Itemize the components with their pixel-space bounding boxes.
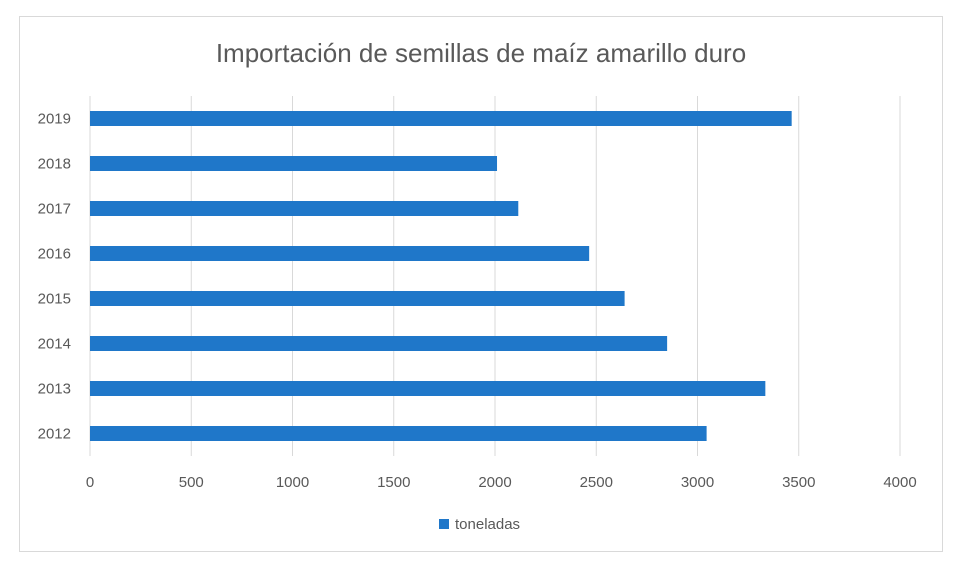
bar-2018 (90, 156, 498, 171)
x-tick-label-500: 500 (179, 474, 204, 491)
gridlines (89, 96, 901, 456)
legend-label-toneladas: toneladas (455, 516, 520, 533)
x-tick-label-1000: 1000 (276, 474, 309, 491)
y-tick-label-2017: 2017 (38, 201, 71, 218)
x-tick-label-1500: 1500 (377, 474, 410, 491)
bar-2017 (90, 201, 519, 216)
x-tick-label-0: 0 (86, 474, 94, 491)
y-tick-label-2013: 2013 (38, 381, 71, 398)
x-axis-labels: 0 500 1000 1500 2000 2500 3000 3500 4000 (86, 474, 917, 491)
bar-2019 (90, 111, 792, 126)
bar-2012 (90, 426, 707, 441)
x-tick-label-2500: 2500 (580, 474, 613, 491)
y-tick-label-2012: 2012 (38, 426, 71, 443)
y-tick-label-2015: 2015 (38, 291, 71, 308)
y-axis-labels: 2012 2013 2014 2015 2016 2017 2018 2019 (38, 111, 71, 443)
x-tick-label-4000: 4000 (883, 474, 916, 491)
bars (90, 111, 792, 441)
bar-2014 (90, 336, 668, 351)
y-tick-label-2019: 2019 (38, 111, 71, 128)
bar-2013 (90, 381, 766, 396)
x-tick-label-3500: 3500 (782, 474, 815, 491)
chart-frame (19, 16, 943, 552)
y-tick-label-2018: 2018 (38, 156, 71, 173)
legend: toneladas (439, 516, 520, 533)
bar-2016 (90, 246, 590, 261)
legend-swatch (439, 519, 449, 529)
x-tick-label-2000: 2000 (478, 474, 511, 491)
bar-2015 (90, 291, 625, 306)
x-tick-label-3000: 3000 (681, 474, 714, 491)
chart-title: Importación de semillas de maíz amarillo… (216, 38, 746, 68)
y-tick-label-2014: 2014 (38, 336, 71, 353)
y-tick-label-2016: 2016 (38, 246, 71, 263)
